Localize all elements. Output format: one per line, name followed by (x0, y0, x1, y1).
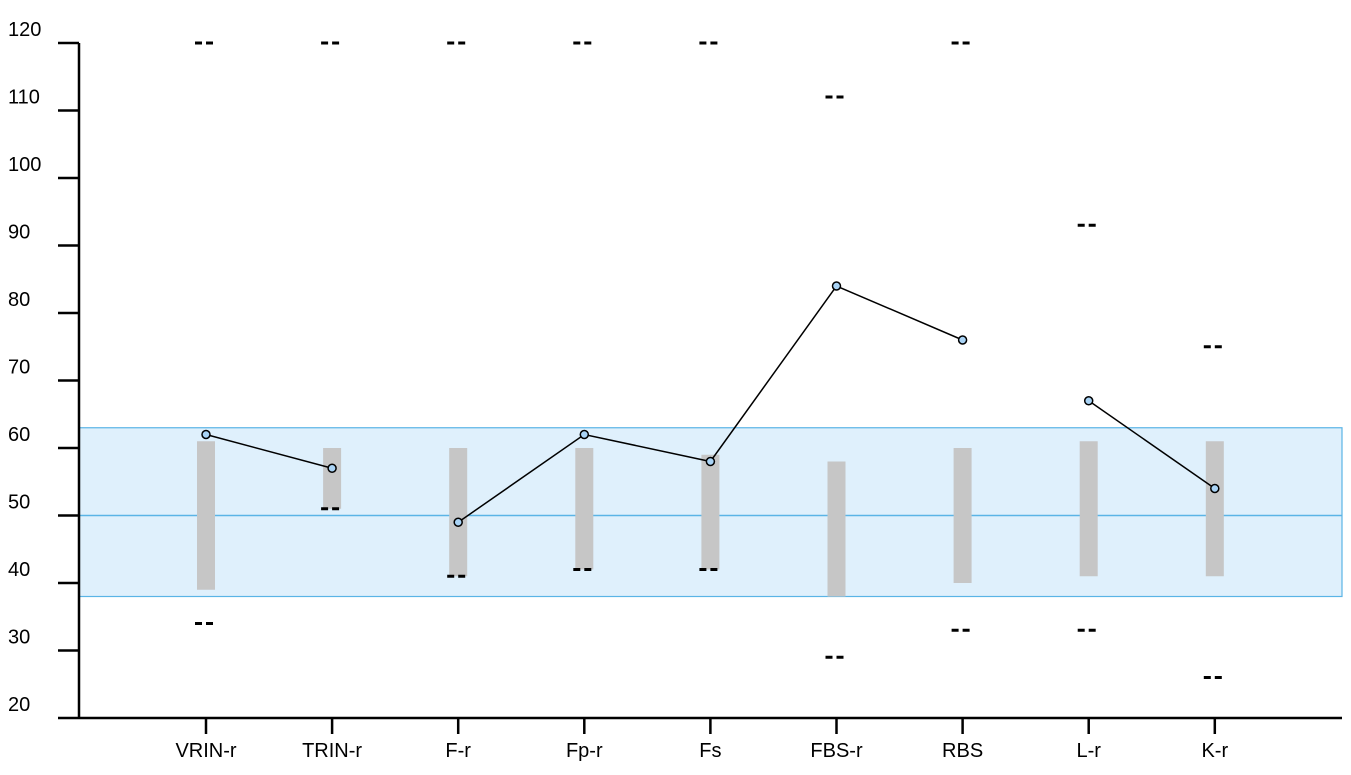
y-tick-label: 90 (8, 222, 30, 244)
series-point (1210, 483, 1220, 494)
y-tick-label: 100 (8, 154, 41, 176)
x-tick-label: F-r (445, 740, 471, 762)
x-tick-label: RBS (942, 740, 983, 762)
series-point (705, 456, 716, 467)
series-point (453, 517, 463, 527)
y-tick-label: 50 (8, 492, 30, 514)
y-tick-label: 110 (8, 87, 40, 109)
range-bar (197, 441, 215, 590)
series-point (957, 335, 968, 345)
series-point (1083, 396, 1094, 406)
x-tick-label: VRIN-r (175, 740, 236, 762)
range-bar (323, 448, 342, 509)
range-bar (701, 454, 720, 570)
range-bar (953, 448, 972, 583)
x-tick-label: FBS-r (810, 740, 863, 762)
series-point (579, 429, 590, 440)
series-points-layer (201, 281, 1220, 527)
x-tick-label: K-r (1201, 740, 1228, 762)
axes-layer: 20 30 40 50 60 70 80 90 100 110 120 VRIN-r TRIN-r F-r… (8, 19, 1342, 762)
y-tick-label: 30 (8, 627, 30, 649)
range-bar (449, 448, 468, 577)
x-tick-label: Fs (699, 740, 721, 762)
series-point (831, 281, 842, 291)
x-tick-label: Fp-r (566, 740, 603, 762)
range-bars-layer (197, 441, 1224, 597)
series-point (327, 463, 337, 473)
range-bar (1079, 441, 1098, 577)
y-tick-label: 80 (8, 289, 30, 311)
range-bar (1205, 441, 1224, 577)
series-point (201, 429, 211, 440)
x-tick-label: L-r (1076, 740, 1101, 762)
y-tick-label: 40 (8, 559, 30, 581)
series-line-segment (205, 433, 333, 469)
y-tick-label: 70 (8, 357, 30, 379)
y-tick-label: 60 (8, 424, 30, 446)
dash-markers-layer (195, 41, 1226, 679)
series-line-segment (1088, 400, 1216, 490)
x-tick-label: TRIN-r (302, 740, 362, 762)
range-bar (575, 448, 594, 570)
range-bar (827, 461, 846, 597)
y-tick-label: 20 (8, 694, 30, 716)
y-tick-label: 120 (8, 19, 41, 41)
